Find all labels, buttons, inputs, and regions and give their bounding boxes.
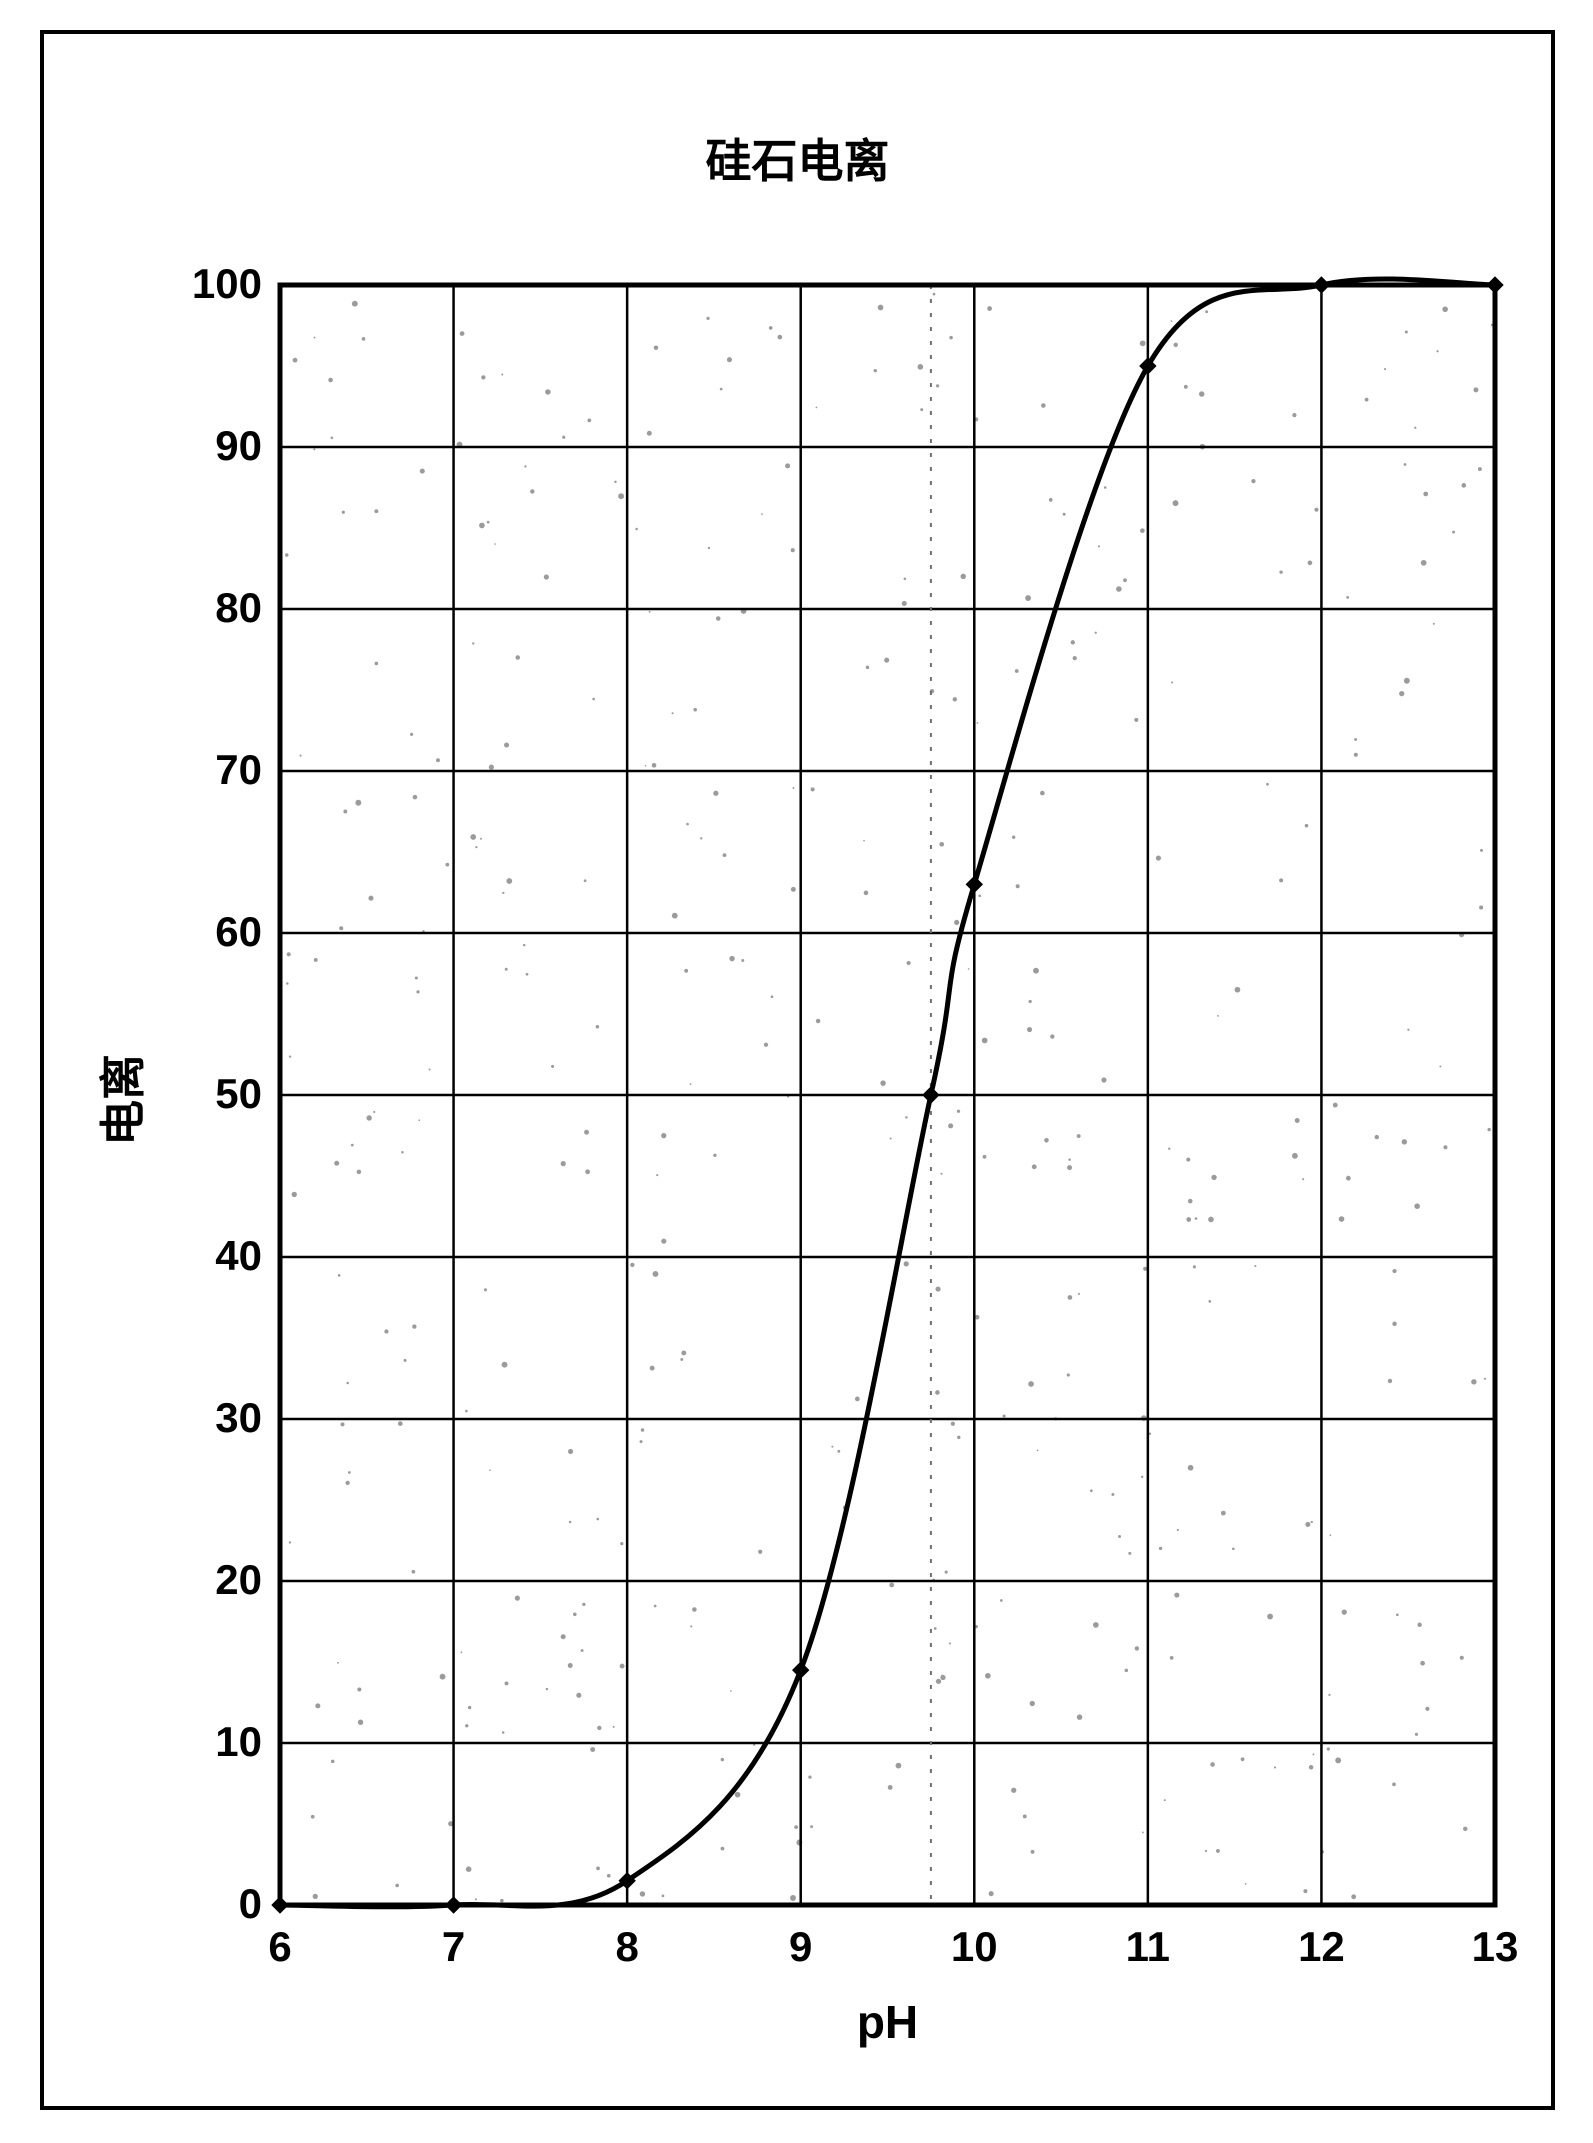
y-tick-label: 90 — [215, 422, 262, 470]
x-tick-label: 6 — [240, 1923, 320, 1971]
x-tick-label: 11 — [1108, 1923, 1188, 1971]
x-tick-label: 10 — [934, 1923, 1014, 1971]
page-root: 硅石电离6789101112130102030405060708090100pH… — [0, 0, 1593, 2143]
x-tick-label: 12 — [1281, 1923, 1361, 1971]
x-tick-label: 13 — [1455, 1923, 1535, 1971]
y-tick-label: 80 — [215, 584, 262, 632]
y-tick-label: 10 — [215, 1718, 262, 1766]
y-tick-label: 50 — [215, 1070, 262, 1118]
y-tick-label: 60 — [215, 908, 262, 956]
y-tick-label: 30 — [215, 1394, 262, 1442]
y-tick-label: 70 — [215, 746, 262, 794]
x-axis-label: pH — [280, 1995, 1495, 2049]
y-tick-label: 40 — [215, 1232, 262, 1280]
y-tick-label: 100 — [192, 260, 262, 308]
x-tick-label: 7 — [414, 1923, 494, 1971]
x-tick-label: 9 — [761, 1923, 841, 1971]
y-tick-label: 20 — [215, 1556, 262, 1604]
x-tick-label: 8 — [587, 1923, 667, 1971]
y-tick-label: 0 — [239, 1880, 262, 1928]
y-axis-label: 电离 — [87, 900, 153, 1300]
